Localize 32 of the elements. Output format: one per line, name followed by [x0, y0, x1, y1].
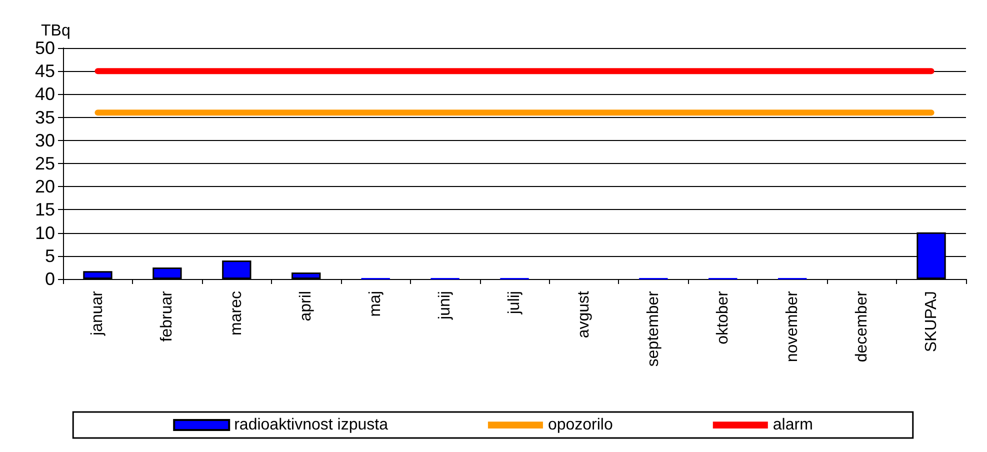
x-tick-label: september: [644, 290, 662, 367]
y-axis-title: TBq: [41, 22, 70, 40]
x-tick-label: oktober: [714, 290, 732, 344]
legend-label: alarm: [772, 416, 813, 434]
y-tick-label: 45: [34, 61, 55, 82]
x-tick-label: januar: [89, 290, 106, 336]
legend-label: opozorilo: [548, 416, 613, 434]
x-tick-label: februar: [158, 290, 176, 342]
bar: [222, 260, 252, 279]
bar: [292, 272, 321, 279]
x-tick-label: SKUPAJ: [922, 291, 940, 352]
y-tick-label: 15: [34, 200, 55, 220]
y-tick-label: 0: [44, 269, 55, 289]
x-tick-label: julij: [506, 291, 523, 316]
x-tick-label: december: [853, 290, 870, 362]
bar: [83, 271, 112, 279]
y-tick-label: 50: [34, 38, 55, 58]
y-tick-label: 5: [44, 246, 55, 266]
y-tick-label: 40: [34, 84, 55, 104]
x-tick-label: junij: [436, 291, 454, 320]
x-tick-label: marec: [228, 291, 246, 336]
x-tick-label: november: [784, 290, 801, 362]
legend-label: radioaktivnost izpusta: [234, 416, 388, 434]
bar: [152, 267, 182, 279]
y-tick-label: 30: [34, 130, 55, 150]
x-tick-label: april: [298, 291, 315, 322]
x-tick-label: maj: [367, 291, 384, 317]
y-tick-label: 20: [34, 176, 55, 197]
x-tick-label: avgust: [575, 290, 592, 338]
y-tick-label: 10: [34, 222, 55, 243]
y-tick-label: 35: [34, 107, 55, 128]
y-tick-label: 25: [34, 154, 55, 174]
